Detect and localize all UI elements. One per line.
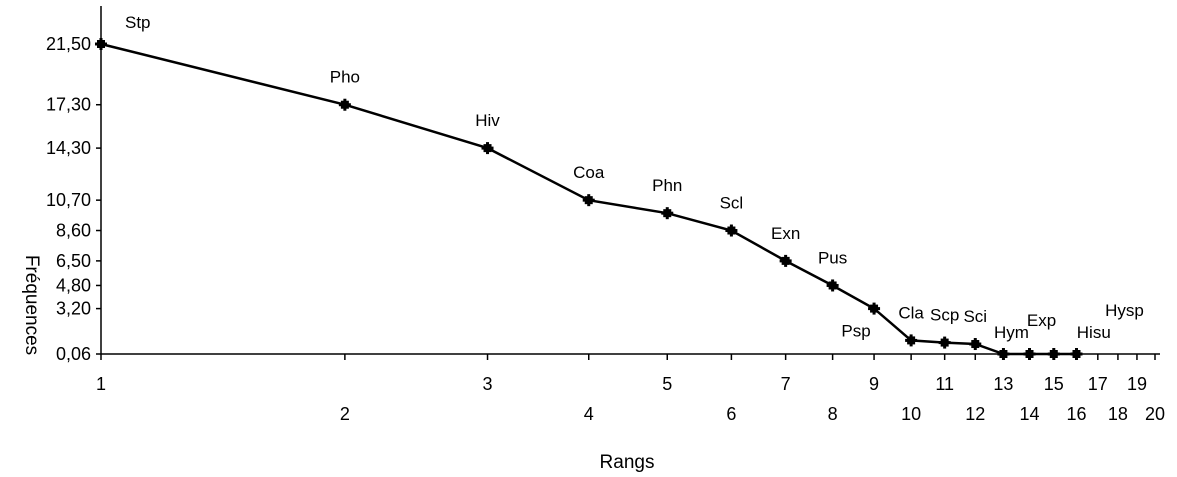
data-point-marker [868, 302, 881, 315]
series-polyline [100, 42, 1077, 356]
y-tick-label: 3,20 [56, 299, 91, 319]
y-axis-title: Fréquences [21, 255, 42, 355]
x-tick-label: 18 [1108, 404, 1128, 424]
data-point-label: Coa [573, 163, 605, 182]
x-axis-title: Rangs [600, 452, 655, 473]
x-tick-label: 5 [662, 374, 672, 394]
data-point-marker [481, 142, 494, 155]
x-tick-label: 6 [726, 404, 736, 424]
data-point-marker [95, 38, 107, 50]
x-tick-label: 4 [584, 404, 594, 424]
data-point-label: Cla [898, 303, 924, 322]
data-point-label: Hym [994, 323, 1029, 342]
data-point-label: Pus [818, 248, 847, 267]
x-tick-label: 15 [1044, 374, 1064, 394]
series-line [100, 42, 1077, 356]
data-point-marker [1047, 348, 1060, 360]
x-tick-label: 7 [781, 374, 791, 394]
y-tick-label: 0,06 [56, 344, 91, 364]
data-point-label: Stp [125, 13, 151, 32]
data-point-label: Hysp [1105, 301, 1144, 320]
y-tick-label: 21,50 [46, 34, 91, 54]
data-point-marker [826, 279, 839, 292]
data-point-marker [938, 336, 951, 349]
y-tick-label: 14,30 [46, 138, 91, 158]
point-labels: Stp Pho Hiv Coa Phn Scl Exn Pus Psp Cla Scp Sci HymE… [125, 13, 1144, 342]
y-tick-label: 6,50 [56, 251, 91, 271]
data-point-marker [905, 334, 918, 347]
data-point-marker [338, 98, 351, 111]
data-point-marker [582, 194, 595, 207]
x-tick-label: 14 [1019, 404, 1039, 424]
data-point-marker [969, 338, 982, 351]
data-point-label: Scp [930, 306, 959, 325]
data-point-label: Sci [963, 307, 987, 326]
data-point-marker [661, 207, 674, 220]
x-tick-label: 20 [1145, 404, 1165, 424]
y-tick-label: 10,70 [46, 190, 91, 210]
y-tick-label: 8,60 [56, 221, 91, 241]
data-point-label: Psp [841, 322, 870, 341]
x-tick-label: 1 [96, 374, 106, 394]
x-tick-label: 8 [828, 404, 838, 424]
data-point-label: Hisu [1077, 323, 1111, 342]
data-point-label: Phn [652, 176, 682, 195]
x-tick-label: 13 [993, 374, 1013, 394]
x-tick-label: 9 [869, 374, 879, 394]
x-tick-label: 17 [1088, 374, 1108, 394]
data-point-label: Exn [771, 224, 800, 243]
data-point-marker [1023, 348, 1036, 360]
data-point-label: Exp [1027, 311, 1056, 330]
x-tick-label: 2 [340, 404, 350, 424]
y-tick-label: 17,30 [46, 95, 91, 115]
data-point-label: Scl [720, 194, 744, 213]
data-point-label: Hiv [475, 111, 500, 130]
data-point-marker [997, 348, 1010, 360]
x-tick-label: 11 [935, 374, 954, 394]
x-tick-label: 19 [1127, 374, 1147, 394]
x-tick-label: 3 [483, 374, 493, 394]
x-tick-label: 10 [901, 404, 921, 424]
data-point-marker [779, 254, 792, 267]
x-tick-label: 12 [965, 404, 985, 424]
axes [100, 6, 1160, 355]
y-axis-ticks: 21,50 17,30 14,30 10,70 8,60 6,50 4,80 3,20 0,06 [46, 34, 101, 364]
data-point-marker [725, 224, 738, 237]
series-markers [95, 38, 1083, 360]
data-point-marker [1070, 348, 1083, 360]
data-point-label: Pho [330, 68, 360, 87]
x-tick-label: 16 [1066, 404, 1086, 424]
y-tick-label: 4,80 [56, 275, 91, 295]
